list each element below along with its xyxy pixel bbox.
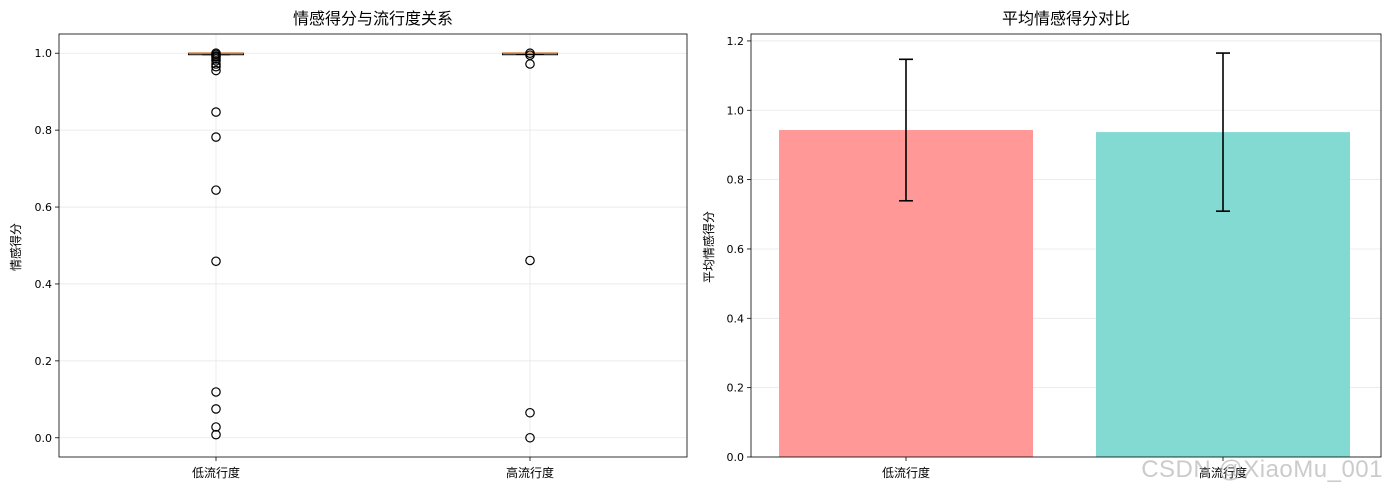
outlier-point — [211, 65, 221, 76]
outlier-point — [211, 429, 221, 440]
right-y-ticks: 0.0 0.2 0.4 0.6 0.8 1.0 1.2 — [727, 35, 751, 464]
right-chart-title: 平均情感得分对比 — [1002, 9, 1130, 28]
right-x-ticks: 低流行度 高流行度 — [882, 457, 1247, 480]
outlier-point — [211, 132, 221, 142]
outlier-point — [525, 407, 535, 418]
y-tick-label: 0.6 — [727, 243, 745, 256]
outlier-point — [525, 432, 535, 443]
left-y-axis-label: 情感得分 — [8, 223, 23, 271]
x-tick-label: 高流行度 — [506, 465, 554, 480]
right-chart: 平均情感得分对比 平均情感得分 0.0 0.2 0.4 0.6 0.8 1.0 1.2 低流… — [701, 9, 1382, 480]
y-tick-label: 0.6 — [35, 201, 53, 214]
y-tick-label: 1.2 — [727, 35, 745, 48]
y-tick-label: 0.0 — [35, 432, 53, 445]
left-grid — [59, 34, 687, 457]
outlier-point — [211, 404, 221, 414]
y-tick-label: 0.4 — [35, 278, 53, 291]
outlier-point — [211, 59, 221, 69]
y-tick-label: 1.0 — [35, 47, 53, 60]
bar-group-2 — [1096, 52, 1350, 457]
x-tick-label: 高流行度 — [1199, 465, 1247, 480]
right-y-axis-label: 平均情感得分 — [701, 211, 716, 283]
outlier-point — [211, 107, 221, 117]
right-plot-frame — [750, 33, 1382, 458]
left-box-plot — [188, 48, 558, 443]
left-y-ticks: 0.0 0.2 0.4 0.6 0.8 1.0 — [35, 47, 59, 445]
y-tick-label: 0.8 — [727, 174, 745, 187]
x-tick-label: 低流行度 — [882, 465, 930, 480]
outlier-point — [525, 59, 535, 69]
left-plot-frame — [58, 33, 688, 458]
outlier-point — [211, 185, 221, 195]
outlier-point — [211, 56, 221, 66]
y-tick-label: 0.4 — [727, 312, 745, 325]
outlier-point — [525, 255, 535, 266]
y-tick-label: 0.8 — [35, 124, 53, 137]
left-chart: 情感得分与流行度关系 情感得分 0.0 0.2 0.4 0.6 0.8 1.0 低流行度 高… — [8, 9, 688, 480]
y-tick-label: 0.0 — [727, 451, 745, 464]
box-2 — [502, 48, 558, 443]
left-x-ticks: 低流行度 高流行度 — [192, 457, 554, 480]
outlier-point — [211, 61, 221, 72]
left-chart-title: 情感得分与流行度关系 — [293, 9, 453, 28]
box-1 — [188, 48, 244, 440]
outlier-point — [211, 422, 221, 432]
y-tick-label: 0.2 — [35, 355, 53, 368]
bar-group-1 — [779, 58, 1033, 457]
y-tick-label: 0.2 — [727, 382, 745, 395]
x-tick-label: 低流行度 — [192, 465, 240, 480]
outlier-point — [211, 256, 221, 267]
outlier-point — [211, 387, 221, 397]
watermark-text: CSDN @XiaoMu_001 — [1141, 456, 1383, 483]
right-bar-chart — [779, 52, 1350, 457]
y-tick-label: 1.0 — [727, 104, 745, 117]
